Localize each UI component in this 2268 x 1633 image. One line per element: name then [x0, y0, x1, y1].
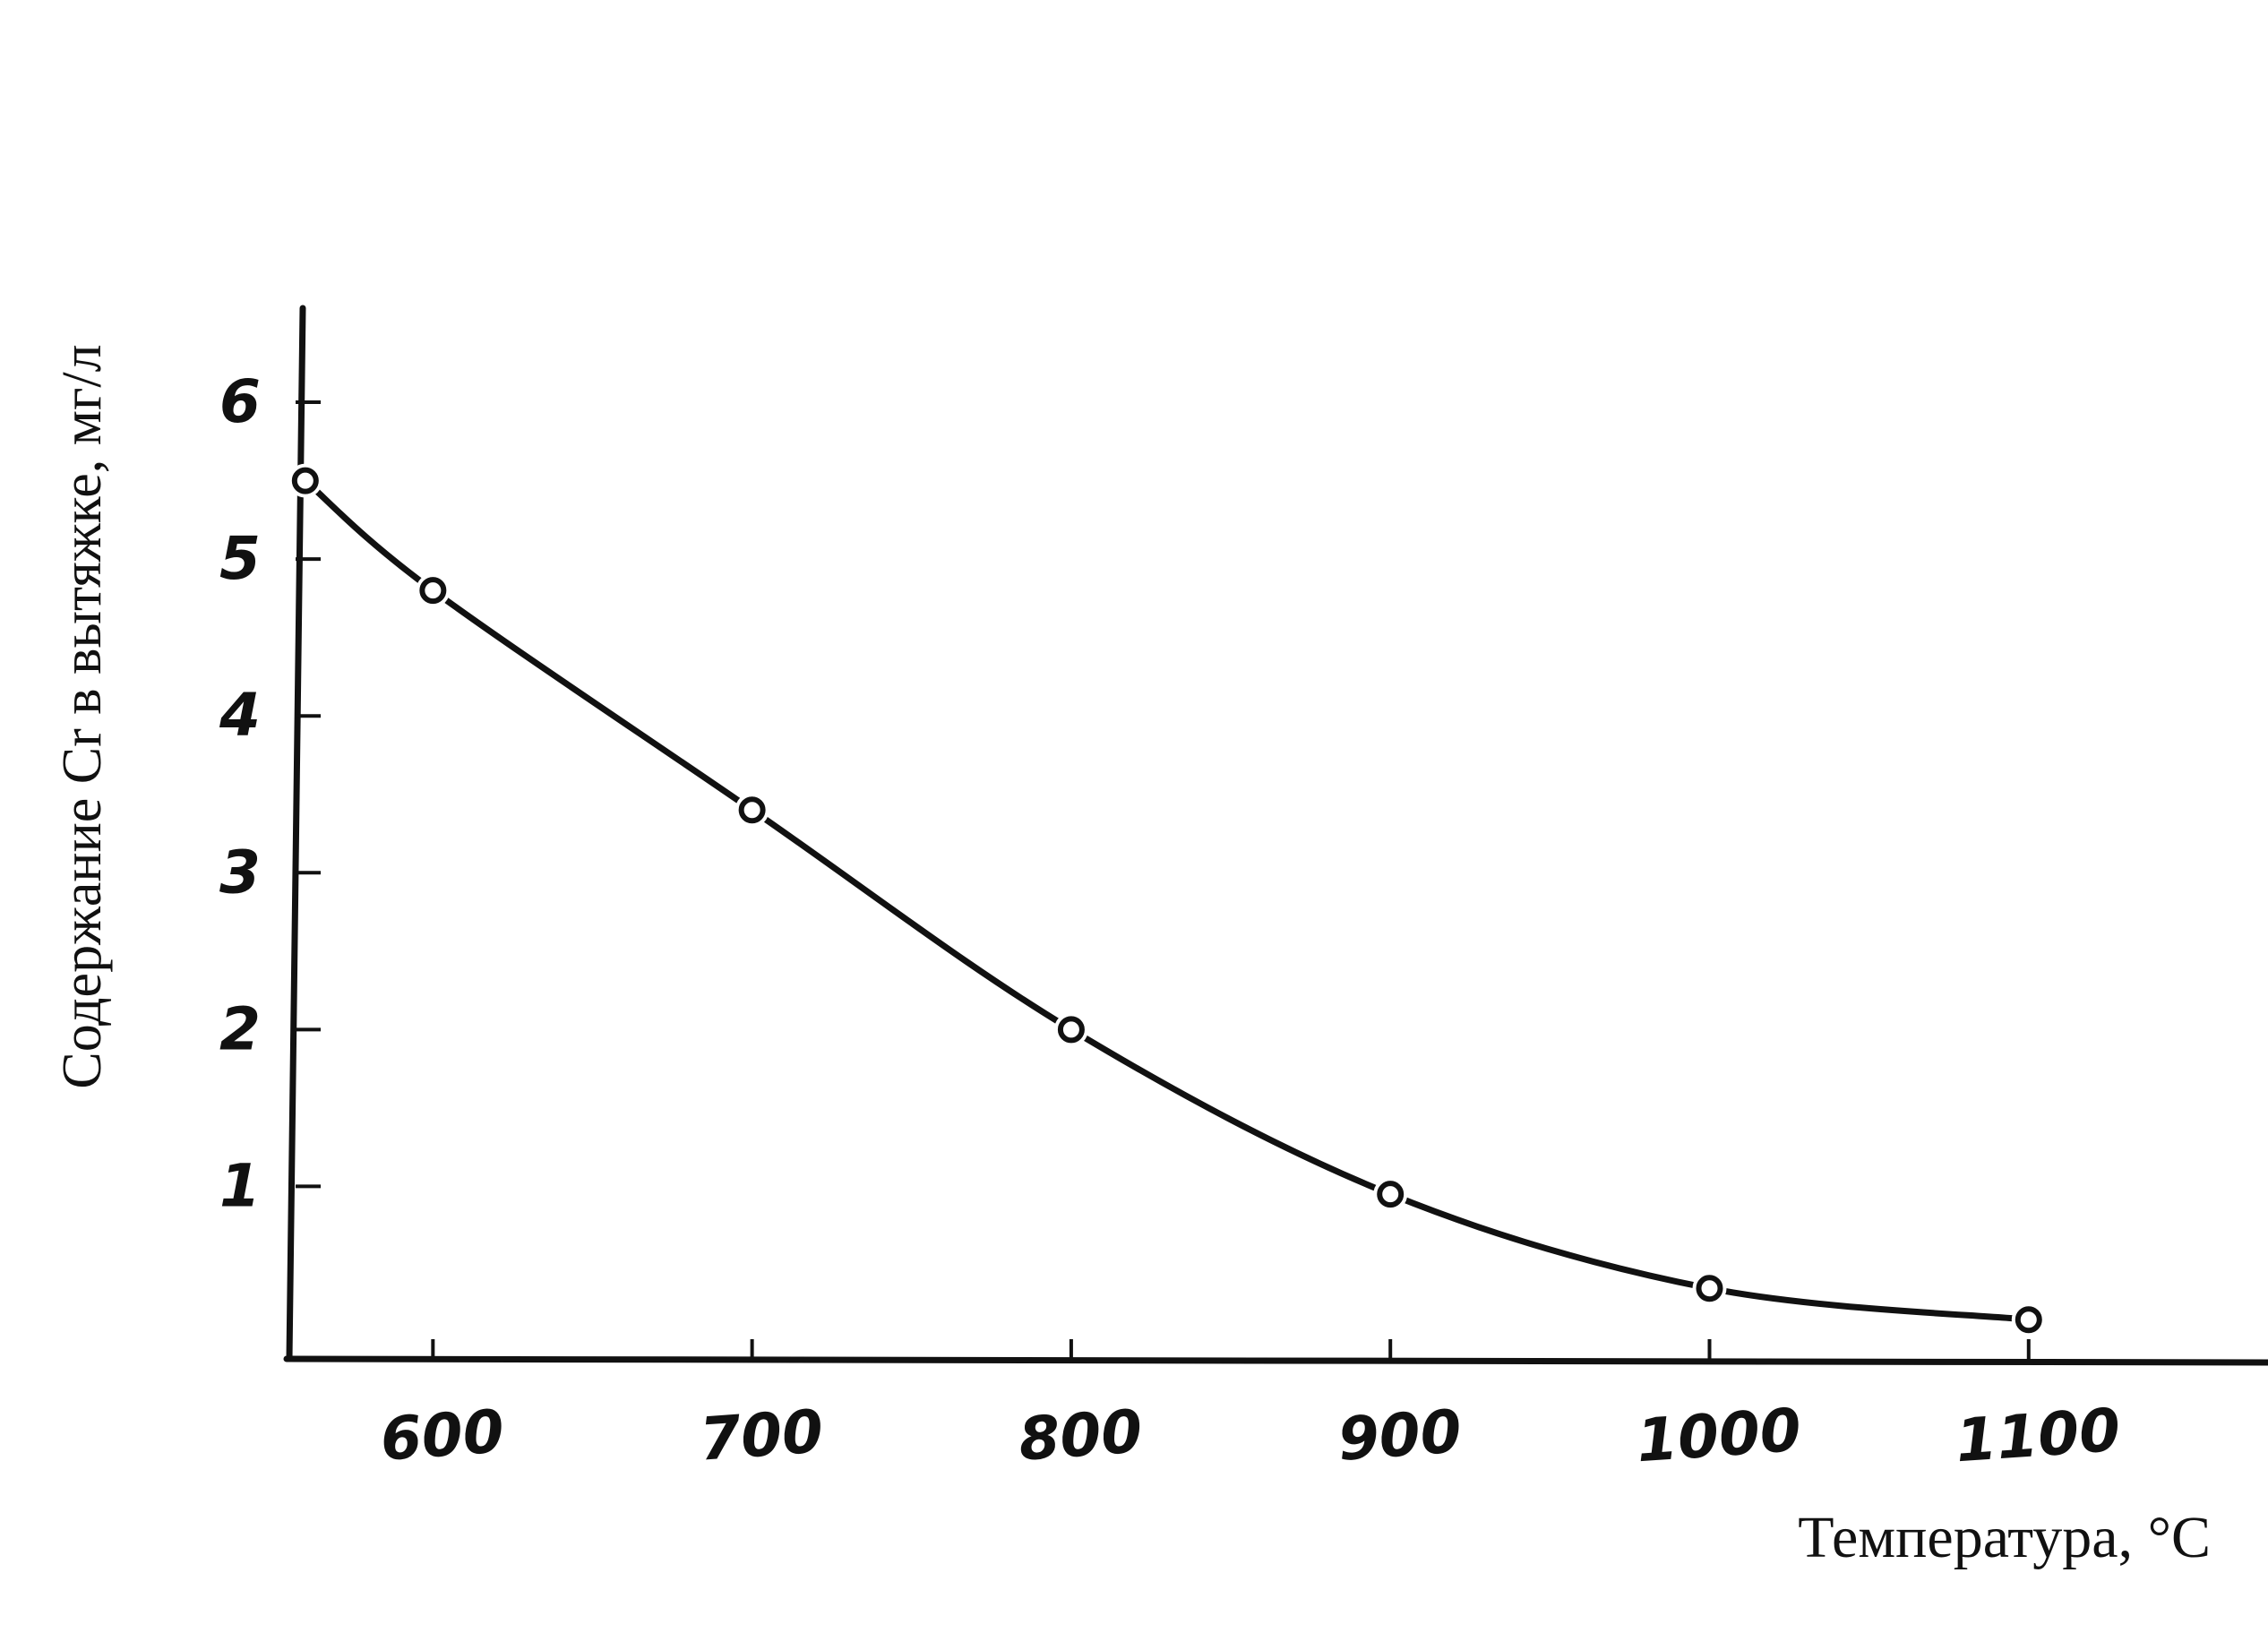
data-point [291, 467, 319, 494]
x-tick-label: 900 [1336, 1397, 1464, 1474]
y-axis-title: Содержание Cr в вытяжке, мг/л [52, 344, 113, 1088]
y-ticks: 1 2 3 4 5 6 [219, 367, 321, 1220]
data-point [1696, 1275, 1723, 1302]
data-point [1057, 1016, 1085, 1044]
y-tick-label: 4 [219, 681, 261, 750]
data-series [288, 463, 2046, 1337]
x-tick-label: 700 [698, 1397, 826, 1474]
axes [283, 305, 2268, 1366]
x-ticks: 600 700 800 900 1000 1100 [378, 1339, 2123, 1476]
y-tick-label: 2 [219, 994, 261, 1063]
y-tick-label: 1 [219, 1151, 261, 1220]
y-tick-label: 6 [219, 367, 261, 436]
y-tick-label: 3 [219, 838, 261, 907]
x-axis-line [283, 1355, 2268, 1366]
y-tick-label: 5 [219, 524, 261, 593]
data-point [1377, 1181, 1405, 1208]
data-point [419, 577, 447, 605]
x-tick-label: 600 [378, 1397, 506, 1474]
x-tick-label: 800 [1017, 1397, 1145, 1474]
data-point [738, 796, 766, 824]
data-point [2015, 1306, 2042, 1334]
x-tick-label: 1000 [1635, 1396, 1804, 1476]
x-tick-label: 1100 [1954, 1396, 2123, 1476]
x-axis-title: Температура, °C [1798, 1505, 2211, 1570]
series-line [302, 477, 2032, 1323]
